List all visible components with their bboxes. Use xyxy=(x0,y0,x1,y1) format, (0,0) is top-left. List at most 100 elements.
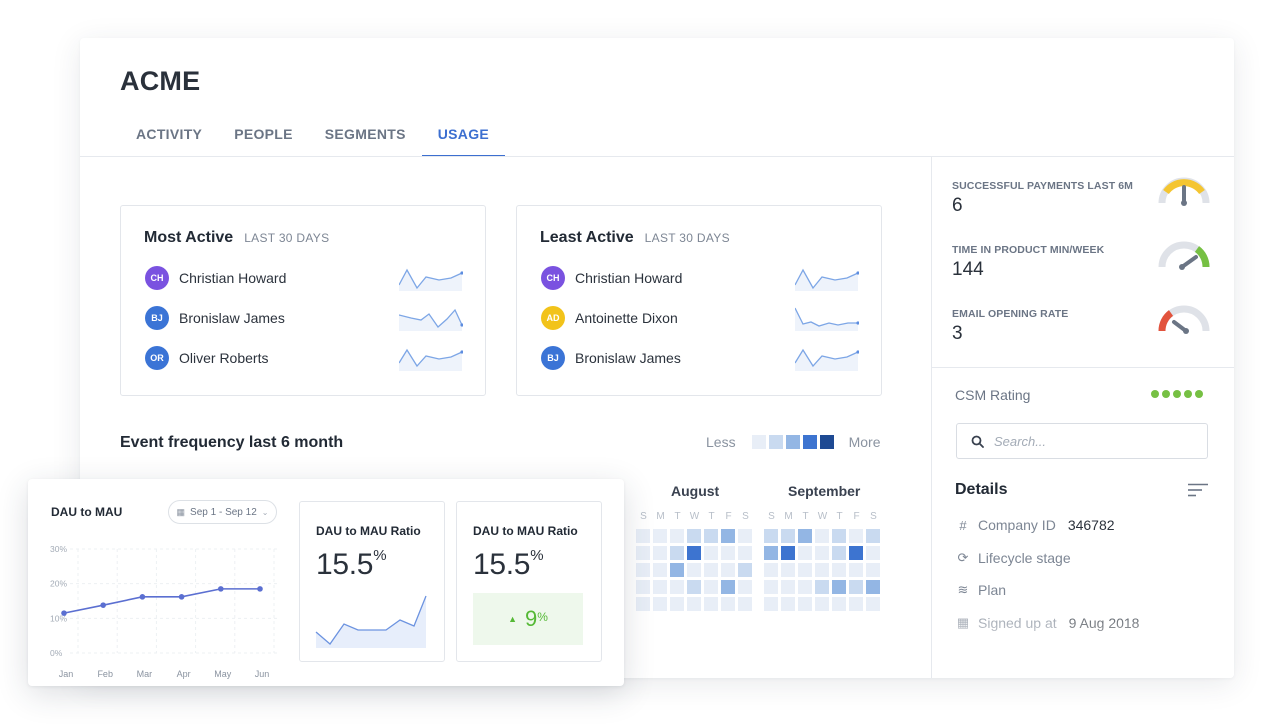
legend-swatch xyxy=(751,435,766,449)
calendar-icon: ▦ xyxy=(176,506,186,517)
ratio-card-delta: DAU to MAU Ratio 15.5% ▲ 9 % xyxy=(456,501,602,662)
user-name: Antoinette Dixon xyxy=(575,310,678,326)
most-active-title: Most Active xyxy=(144,229,234,246)
heatmap-cell xyxy=(738,546,752,560)
details-title: Details xyxy=(955,481,1008,498)
heatmap-cell xyxy=(849,580,863,594)
x-tick-label: May xyxy=(214,669,232,679)
least-active-card: Least Active LAST 30 DAYS CH Christian H… xyxy=(516,205,882,396)
heatmap-cell xyxy=(764,597,778,611)
heatmap-cell xyxy=(764,529,778,543)
legend-swatch xyxy=(785,435,800,449)
arrow-up-icon: ▲ xyxy=(508,614,517,624)
filter-icon[interactable] xyxy=(1188,483,1208,497)
heatmap-cell xyxy=(636,529,650,543)
heatmap-cell xyxy=(781,529,795,543)
sparkline xyxy=(795,307,859,331)
most-active-subtitle: LAST 30 DAYS xyxy=(244,231,330,245)
sparkline xyxy=(795,348,859,371)
heatmap-cell xyxy=(721,597,735,611)
user-row[interactable]: BJ Bronislaw James xyxy=(145,305,463,331)
heatmap-cell xyxy=(781,546,795,560)
fade-overlay xyxy=(932,598,1234,678)
heatmap-cell xyxy=(636,597,650,611)
heatmap-cell xyxy=(781,597,795,611)
detail-label: Company ID xyxy=(978,517,1056,533)
metric-value: 3 xyxy=(952,323,963,344)
tab-usage[interactable]: USAGE xyxy=(421,126,506,157)
series-line xyxy=(63,588,260,614)
legend-less: Less xyxy=(706,434,736,450)
heatmap-cell xyxy=(636,546,650,560)
detail-label: Signed up at xyxy=(978,615,1057,631)
tab-people[interactable]: PEOPLE xyxy=(234,126,293,142)
gauge-icon xyxy=(1158,241,1210,270)
rating-dot xyxy=(1184,390,1192,398)
heatmap-cell xyxy=(687,546,701,560)
sparkline xyxy=(399,268,463,291)
month-label-september: September xyxy=(788,483,861,499)
tab-activity[interactable]: ACTIVITY xyxy=(136,126,203,142)
x-tick-label: Mar xyxy=(137,669,153,679)
dau-title: DAU to MAU xyxy=(51,505,123,519)
user-row[interactable]: CH Christian Howard xyxy=(145,265,463,291)
heatmap-cell xyxy=(781,563,795,577)
tab-bar: ACTIVITY PEOPLE SEGMENTS USAGE xyxy=(120,126,506,157)
tab-segments[interactable]: SEGMENTS xyxy=(324,126,406,142)
weekday-row-september: S M T W T F S xyxy=(768,511,877,522)
search-field[interactable] xyxy=(956,423,1208,459)
user-row[interactable]: OR Oliver Roberts xyxy=(145,345,463,371)
metric-label: EMAIL OPENING RATE xyxy=(952,308,1069,320)
gauge-icon xyxy=(1158,305,1210,334)
csm-rating-dots xyxy=(1151,390,1206,398)
user-row[interactable]: CH Christian Howard xyxy=(541,265,859,291)
heatmap-cell xyxy=(849,546,863,560)
detail-row-company-id: # Company ID 346782 xyxy=(956,515,1114,535)
user-row[interactable]: AD Antoinette Dixon xyxy=(541,305,859,331)
heatmap-cell xyxy=(815,546,829,560)
y-tick-label: 0% xyxy=(50,648,63,658)
ratio-value: 15.5% xyxy=(473,547,544,581)
heatmap-cell xyxy=(832,563,846,577)
heatmap-cell xyxy=(721,580,735,594)
user-name: Oliver Roberts xyxy=(179,350,269,366)
heatmap-cell xyxy=(738,529,752,543)
detail-value: 9 Aug 2018 xyxy=(1068,615,1140,631)
heatmap-cell xyxy=(866,563,880,577)
heatmap-cell xyxy=(653,529,667,543)
heatmap-cell xyxy=(738,580,752,594)
metric-label: SUCCESSFUL PAYMENTS LAST 6M xyxy=(952,180,1134,192)
search-icon xyxy=(971,435,984,448)
heatmap-cell xyxy=(687,597,701,611)
heatmap-cell xyxy=(670,563,684,577)
legend-swatch xyxy=(768,435,783,449)
layers-icon: ≋ xyxy=(957,582,969,597)
heatmap-cell xyxy=(764,546,778,560)
heatmap-cell xyxy=(670,597,684,611)
heatmap-cell xyxy=(798,563,812,577)
user-row[interactable]: BJ Bronislaw James xyxy=(541,345,859,371)
avatar: CH xyxy=(541,266,565,290)
heatmap-cell xyxy=(798,529,812,543)
data-point xyxy=(218,586,224,592)
tabs-divider xyxy=(80,156,1234,157)
sparkline xyxy=(399,348,463,371)
heatmap-cell xyxy=(653,597,667,611)
sparkline xyxy=(399,308,463,331)
data-point xyxy=(178,594,185,600)
heatmap-cell xyxy=(866,580,880,594)
heatmap-cell xyxy=(636,563,650,577)
heatmap-cell xyxy=(704,597,718,611)
x-tick-label: Apr xyxy=(177,669,191,679)
date-range-picker[interactable]: ▦ Sep 1 - Sep 12 ⌄ xyxy=(168,500,277,524)
chevron-down-icon: ⌄ xyxy=(261,507,269,517)
heatmap-cell xyxy=(781,580,795,594)
search-input[interactable] xyxy=(994,433,1194,449)
heatmap-cell xyxy=(653,546,667,560)
heatmap-cell xyxy=(849,529,863,543)
user-name: Bronislaw James xyxy=(575,350,681,366)
rating-dot xyxy=(1195,390,1203,398)
user-name: Christian Howard xyxy=(575,270,683,286)
heatmap-cell xyxy=(670,529,684,543)
x-tick-label: Jan xyxy=(59,669,74,679)
